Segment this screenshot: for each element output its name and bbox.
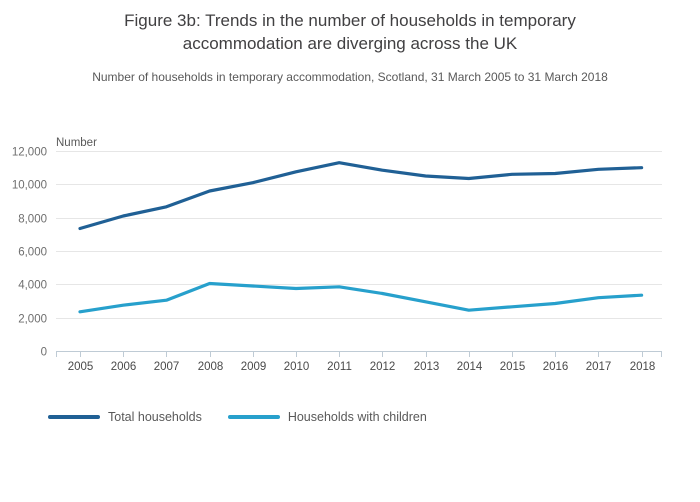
series-line-total-households — [78, 161, 644, 231]
x-tick-label: 2011 — [327, 361, 352, 373]
x-tick-label: 2010 — [284, 361, 310, 373]
y-tick-label: 8,000 — [18, 214, 47, 226]
y-tick-label: 10,000 — [12, 180, 47, 192]
total-households-line-icon — [48, 415, 100, 419]
x-tick-label: 2008 — [198, 361, 224, 373]
x-tick-label: 2009 — [241, 361, 267, 373]
y-tick-label: 6,000 — [18, 247, 47, 259]
series-line-households-with-children — [78, 281, 644, 314]
y-tick-label: 4,000 — [18, 280, 47, 292]
page-title: Figure 3b: Trends in the number of house… — [124, 11, 576, 53]
x-tick-label: 2012 — [370, 361, 396, 373]
x-tick-label: 2005 — [68, 361, 94, 373]
x-tick-label: 2007 — [154, 361, 180, 373]
y-tick-label: 12,000 — [12, 147, 47, 159]
y-tick-label: 0 — [41, 347, 47, 359]
x-tick-label: 2013 — [414, 361, 440, 373]
chart-subtitle: Number of households in temporary accomm… — [92, 70, 608, 84]
legend-item-total-households: Total households — [48, 409, 202, 425]
legend-label-total-households: Total households — [108, 410, 202, 424]
legend-label-households-with-children: Households with children — [287, 410, 427, 424]
x-tick-label: 2018 — [630, 361, 656, 373]
x-tick-label: 2006 — [111, 361, 137, 373]
x-tick-label: 2017 — [586, 361, 612, 373]
legend-item-households-with-children: Households with children — [227, 409, 427, 425]
line-chart: 0 2,000 4,000 6,000 8,000 10,000 12,000 2005 200… — [12, 137, 662, 373]
x-tick-label: 2014 — [457, 361, 483, 373]
y-axis-title: Number — [56, 137, 97, 149]
y-tick-label: 2,000 — [18, 314, 47, 326]
chart-legend: Total households Households with childre… — [48, 409, 427, 425]
households-with-children-line-icon — [227, 415, 280, 419]
x-tick-label: 2016 — [543, 361, 569, 373]
x-tick-label: 2015 — [500, 361, 526, 373]
